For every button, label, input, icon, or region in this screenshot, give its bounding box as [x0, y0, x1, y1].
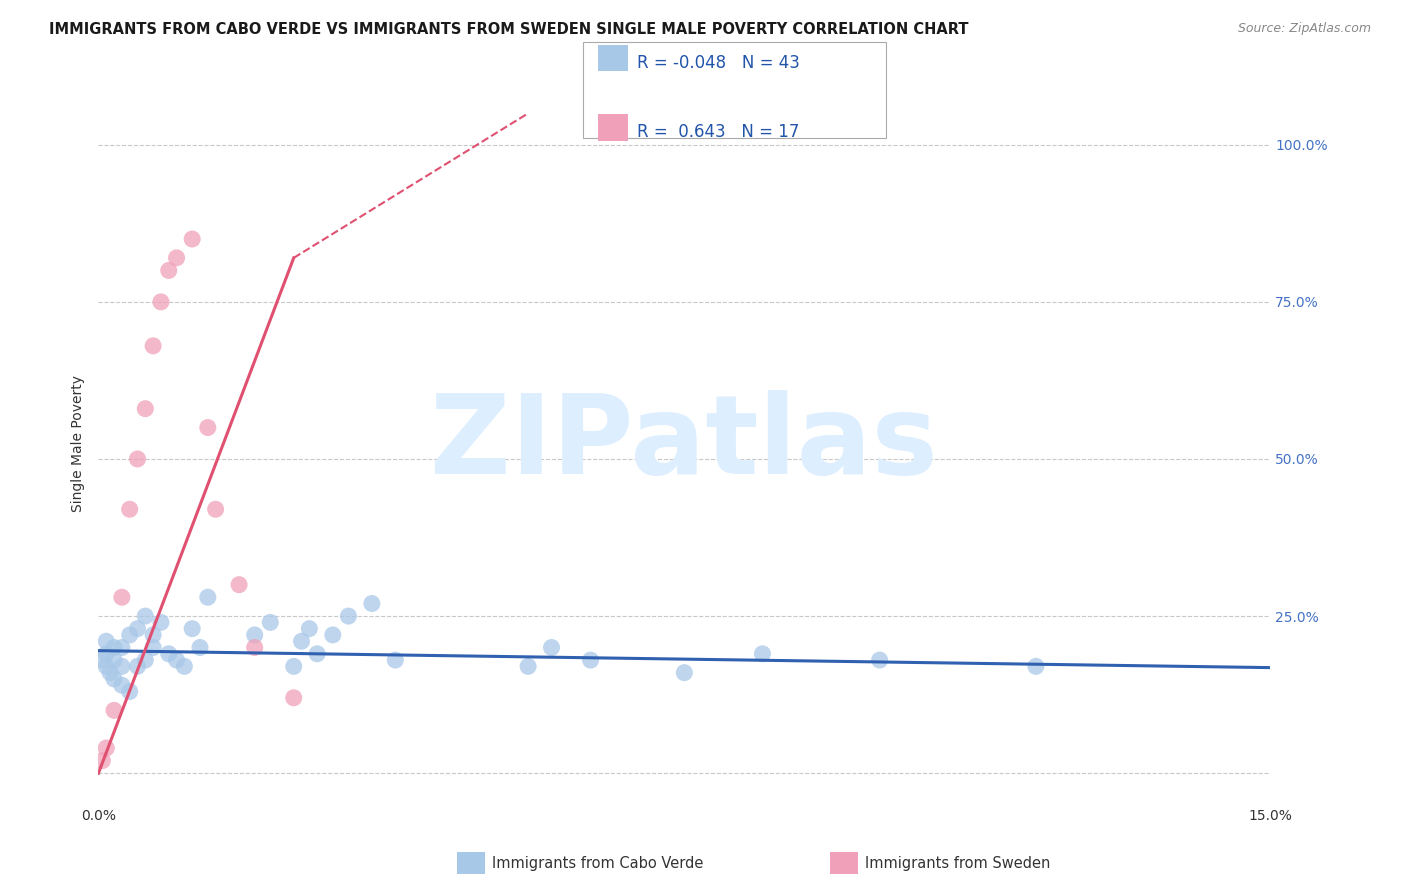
Point [181, 622, 204, 636]
Point [751, 647, 773, 661]
Point [127, 452, 149, 467]
Point [307, 647, 329, 661]
Point [91, 653, 114, 667]
Point [91, 754, 114, 768]
Point [111, 640, 134, 655]
Point [181, 232, 204, 246]
Point [118, 502, 141, 516]
Point [337, 609, 360, 624]
Point [579, 653, 602, 667]
Point [111, 659, 134, 673]
Point [103, 640, 125, 655]
Text: Immigrants from Sweden: Immigrants from Sweden [865, 856, 1050, 871]
Point [540, 640, 562, 655]
Point [96, 659, 118, 673]
Point [127, 622, 149, 636]
Point [322, 628, 344, 642]
Point [134, 653, 156, 667]
Point [127, 659, 149, 673]
Point [283, 690, 305, 705]
Point [134, 609, 156, 624]
Point [243, 628, 266, 642]
Point [96, 741, 118, 756]
Point [360, 597, 382, 611]
Point [197, 420, 219, 434]
Point [142, 339, 165, 353]
Point [173, 659, 195, 673]
Point [869, 653, 891, 667]
Point [134, 401, 156, 416]
Point [149, 615, 172, 630]
Point [228, 577, 250, 591]
Point [384, 653, 406, 667]
Point [118, 628, 141, 642]
Point [259, 615, 281, 630]
Text: R =  0.643   N = 17: R = 0.643 N = 17 [637, 123, 799, 141]
Point [103, 703, 125, 717]
Point [166, 251, 188, 265]
Point [103, 653, 125, 667]
Point [157, 263, 180, 277]
Point [290, 634, 312, 648]
Point [98, 665, 121, 680]
Point [149, 294, 172, 309]
Point [197, 591, 219, 605]
Point [517, 659, 540, 673]
Point [283, 659, 305, 673]
Point [111, 678, 134, 692]
Text: Source: ZipAtlas.com: Source: ZipAtlas.com [1237, 22, 1371, 36]
Point [118, 684, 141, 698]
Point [188, 640, 211, 655]
Point [1025, 659, 1047, 673]
Point [111, 591, 134, 605]
Text: ZIPatlas: ZIPatlas [430, 390, 938, 497]
Point [673, 665, 696, 680]
Point [166, 653, 188, 667]
Point [157, 647, 180, 661]
Point [96, 634, 118, 648]
Point [96, 647, 118, 661]
Point [243, 640, 266, 655]
Point [142, 628, 165, 642]
Text: Immigrants from Cabo Verde: Immigrants from Cabo Verde [492, 856, 703, 871]
Text: R = -0.048   N = 43: R = -0.048 N = 43 [637, 54, 800, 71]
Point [204, 502, 226, 516]
Y-axis label: Single Male Poverty: Single Male Poverty [72, 375, 86, 512]
Point [298, 622, 321, 636]
Point [142, 640, 165, 655]
Text: IMMIGRANTS FROM CABO VERDE VS IMMIGRANTS FROM SWEDEN SINGLE MALE POVERTY CORRELA: IMMIGRANTS FROM CABO VERDE VS IMMIGRANTS… [49, 22, 969, 37]
Point [103, 672, 125, 686]
